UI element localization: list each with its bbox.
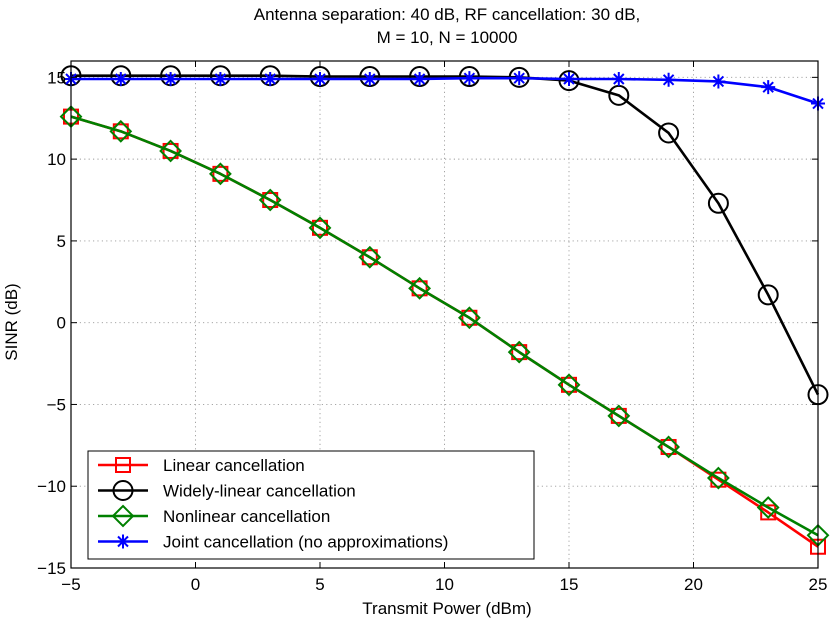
data-point	[610, 407, 627, 424]
data-point	[313, 71, 327, 86]
data-point	[462, 71, 477, 86]
y-tick-label: −15	[37, 559, 66, 578]
data-point	[761, 80, 776, 95]
series-circle	[60, 65, 829, 406]
data-point	[208, 162, 232, 186]
series-line	[71, 74, 820, 396]
y-tick-label: −5	[47, 395, 66, 414]
legend-marker	[116, 534, 130, 549]
data-point	[660, 438, 677, 455]
axis-ticks	[70, 61, 819, 569]
data-point	[458, 66, 480, 88]
series-line	[70, 115, 819, 537]
legend: Linear cancellation Widely-linear cancell…	[87, 450, 535, 560]
y-tick-label: −10	[37, 477, 66, 496]
tick-labels: −5 0 5 10 15 20 25 −15 −10 −5 0 5 10 15	[37, 68, 827, 594]
data-point	[163, 71, 178, 86]
data-point	[358, 245, 382, 269]
data-point	[212, 165, 229, 182]
data-point	[562, 71, 576, 86]
y-axis-label: SINR (dB)	[2, 283, 21, 360]
legend-marker	[112, 480, 134, 501]
series-line	[71, 76, 819, 105]
x-tick-label: 15	[560, 575, 579, 594]
x-tick-label: 20	[684, 575, 703, 594]
data-point	[756, 496, 780, 519]
data-point	[308, 216, 332, 240]
legend-box	[87, 450, 535, 560]
x-axis-label: Transmit Power (dBm)	[362, 599, 531, 618]
plot-series	[59, 65, 830, 555]
x-tick-label: 0	[191, 575, 200, 594]
legend-entry: Widely-linear cancellation	[98, 480, 356, 501]
legend-label: Linear cancellation	[163, 456, 305, 475]
chart-title-line-2: M = 10, N = 10000	[377, 28, 518, 47]
legend-label: Nonlinear cancellation	[163, 507, 330, 526]
data-point	[409, 66, 431, 88]
y-tick-label: 0	[57, 314, 66, 333]
data-point	[657, 435, 681, 459]
chart-title: Antenna separation: 40 dB, RF cancellati…	[254, 5, 641, 47]
legend-entry: Linear cancellation	[98, 456, 305, 475]
data-point	[113, 71, 128, 86]
data-point	[607, 404, 631, 428]
y-tick-label: 10	[47, 150, 66, 169]
legend-entry: Joint cancellation (no approximations)	[98, 533, 448, 552]
data-point	[707, 192, 729, 214]
data-point	[258, 188, 282, 212]
data-point	[711, 74, 726, 89]
data-point	[408, 276, 432, 300]
x-tick-label: 10	[435, 575, 454, 594]
data-point	[757, 284, 779, 306]
data-point	[512, 71, 527, 86]
data-point	[112, 123, 129, 140]
data-point	[312, 219, 328, 236]
data-point	[658, 122, 680, 144]
data-point	[213, 71, 228, 86]
data-point	[558, 70, 580, 92]
data-point	[159, 139, 183, 163]
legend-marker	[111, 504, 135, 528]
data-point	[361, 249, 378, 266]
y-tick-label: 15	[47, 68, 66, 87]
x-tick-label: 25	[809, 575, 828, 594]
data-point	[557, 373, 581, 397]
legend-marker	[115, 457, 131, 473]
data-point	[109, 119, 133, 143]
data-point	[611, 71, 626, 86]
data-point	[359, 66, 381, 88]
data-point	[461, 309, 478, 326]
data-point	[507, 340, 531, 364]
data-point	[561, 376, 577, 393]
legend-label: Joint cancellation (no approximations)	[163, 533, 448, 552]
data-point	[263, 71, 278, 86]
data-point	[162, 142, 179, 159]
legend-label: Widely-linear cancellation	[163, 482, 356, 501]
x-tick-label: −5	[61, 575, 80, 594]
data-point	[411, 280, 428, 297]
data-point	[309, 66, 331, 88]
legend-entry: Nonlinear cancellation	[98, 504, 330, 528]
data-point	[412, 71, 427, 86]
data-point	[457, 306, 481, 330]
y-tick-label: 5	[57, 232, 66, 251]
series-star	[64, 71, 825, 111]
data-point	[706, 466, 730, 490]
data-point	[511, 344, 528, 361]
data-point	[661, 72, 676, 87]
chart-title-line-1: Antenna separation: 40 dB, RF cancellati…	[254, 5, 641, 24]
x-tick-label: 5	[315, 575, 324, 594]
data-point	[362, 71, 377, 86]
data-point	[262, 192, 279, 209]
